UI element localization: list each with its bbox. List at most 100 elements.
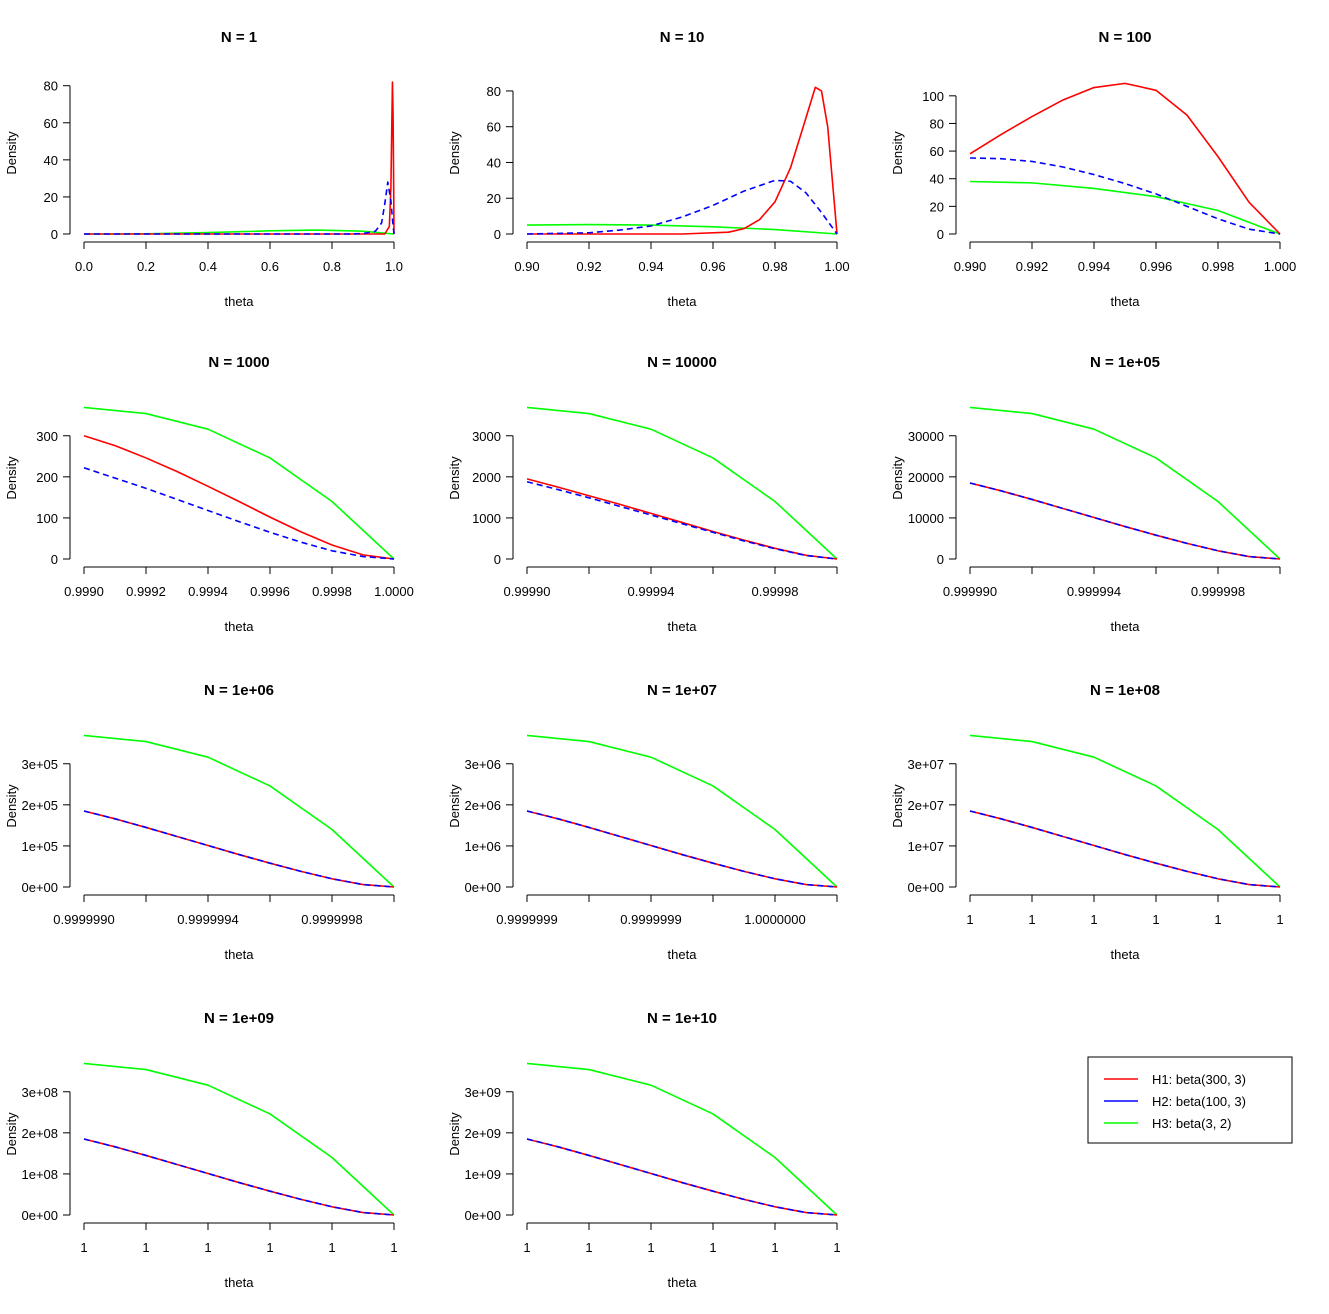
- y-tick-label: 1e+08: [21, 1167, 58, 1182]
- y-axis-label: Density: [4, 456, 19, 500]
- panel-title: N = 10: [660, 29, 705, 46]
- x-tick-label: 0.96: [700, 259, 725, 274]
- panel-7: N = 1e+06 0.9999990 0.9999994 0.9999998 0e+0…: [4, 682, 395, 962]
- y-tick-label: 80: [44, 79, 58, 94]
- series-line-2: [969, 810, 1281, 888]
- y-tick-label: 0: [494, 552, 501, 567]
- y-tick-label: 2e+05: [21, 798, 58, 813]
- panel-title: N = 1e+10: [647, 1010, 717, 1027]
- panel-1: N = 1 0.0 0.2 0.4 0.6 0.8 1.0 0 20 40 60 80 theta Den…: [4, 29, 403, 309]
- x-tick-label: 0.9999999: [620, 912, 681, 927]
- y-axis-label: Density: [447, 456, 462, 500]
- y-tick-label: 3e+08: [21, 1085, 58, 1100]
- y-axis-label: Density: [890, 784, 905, 828]
- y-tick-label: 0e+00: [464, 880, 501, 895]
- panel-11: N = 1e+10 1 1 1 1 1 1 0e+00 1e+09 2e+09 3e+09 theta…: [447, 1010, 841, 1290]
- x-axis-label: theta: [1111, 294, 1141, 309]
- x-axis-label: theta: [668, 294, 698, 309]
- x-tick-label: 1: [709, 1240, 716, 1255]
- y-tick-label: 60: [487, 120, 501, 135]
- y-tick-label: 20000: [908, 470, 944, 485]
- y-tick-label: 40: [930, 172, 944, 187]
- legend-label: H3: beta(3, 2): [1152, 1116, 1232, 1131]
- series-line-2: [83, 467, 395, 560]
- panel-title: N = 1000: [208, 354, 269, 371]
- panel-8: N = 1e+07 0.9999999 0.9999999 1.0000000 0e+0…: [447, 682, 838, 962]
- x-tick-label: 1: [1276, 912, 1283, 927]
- series-line-3: [83, 734, 395, 888]
- x-tick-label: 1.000: [1264, 259, 1297, 274]
- panel-5: N = 10000 0.99990 0.99994 0.99998 0 1000 2000 3…: [447, 354, 838, 634]
- series-line-2: [83, 810, 395, 888]
- series-line-3: [526, 223, 838, 235]
- x-tick-label: 1: [1152, 912, 1159, 927]
- legend-label: H1: beta(300, 3): [1152, 1072, 1246, 1087]
- series-line-1: [84, 81, 395, 235]
- series-line-1: [83, 810, 395, 888]
- x-tick-label: 1: [833, 1240, 840, 1255]
- y-axis-label: Density: [4, 131, 19, 175]
- y-tick-label: 60: [930, 144, 944, 159]
- y-tick-label: 80: [930, 116, 944, 131]
- x-tick-label: 0.9996: [250, 584, 290, 599]
- series-line-1: [526, 1138, 838, 1216]
- y-tick-label: 0: [494, 227, 501, 242]
- y-tick-label: 0e+00: [907, 880, 944, 895]
- panel-2: N = 10 0.90 0.92 0.94 0.96 0.98 1.00 0 20 40 60 80 t…: [447, 29, 850, 309]
- legend-box: [1087, 1056, 1293, 1144]
- y-tick-label: 2e+07: [907, 798, 944, 813]
- y-tick-label: 10000: [908, 511, 944, 526]
- x-tick-label: 0.999994: [1067, 584, 1121, 599]
- x-tick-label: 0.9999994: [177, 912, 238, 927]
- legend-label: H2: beta(100, 3): [1152, 1094, 1246, 1109]
- y-tick-label: 2e+08: [21, 1126, 58, 1141]
- x-tick-label: 0.99998: [752, 584, 799, 599]
- series-line-2: [84, 181, 395, 235]
- x-tick-label: 0.996: [1140, 259, 1173, 274]
- series-line-2: [526, 480, 838, 560]
- x-tick-label: 1: [390, 1240, 397, 1255]
- x-tick-label: 0.94: [638, 259, 663, 274]
- x-tick-label: 0.0: [75, 259, 93, 274]
- series-line-2: [526, 810, 838, 888]
- panel-title: N = 1e+09: [204, 1010, 274, 1027]
- series-line-1: [969, 482, 1281, 560]
- x-tick-label: 0.90: [514, 259, 539, 274]
- y-tick-label: 40: [44, 153, 58, 168]
- y-tick-label: 3e+06: [464, 757, 501, 772]
- y-tick-label: 0: [51, 552, 58, 567]
- x-tick-label: 1: [80, 1240, 87, 1255]
- y-tick-label: 1e+06: [464, 839, 501, 854]
- y-axis-label: Density: [447, 1112, 462, 1156]
- series-line-1: [969, 810, 1281, 888]
- y-tick-label: 60: [44, 116, 58, 131]
- series-line-1: [526, 478, 838, 560]
- series-line-1: [83, 434, 395, 560]
- x-tick-label: 0.98: [762, 259, 787, 274]
- y-tick-label: 1e+07: [907, 839, 944, 854]
- series-line-3: [526, 734, 838, 888]
- x-tick-label: 1: [1028, 912, 1035, 927]
- y-axis-label: Density: [890, 131, 905, 175]
- series-line-1: [969, 82, 1281, 235]
- series-line-3: [83, 1062, 395, 1216]
- series-line-1: [526, 810, 838, 888]
- y-tick-label: 0e+00: [21, 1208, 58, 1223]
- y-tick-label: 300: [36, 429, 58, 444]
- series-line-1: [83, 1138, 395, 1216]
- panel-4: N = 1000 0.9990 0.9992 0.9994 0.9996 0.9998 1.…: [4, 354, 414, 634]
- series-line-2: [969, 482, 1281, 560]
- x-axis-label: theta: [225, 947, 255, 962]
- x-tick-label: 0.9992: [126, 584, 166, 599]
- series-line-3: [526, 1062, 838, 1216]
- panel-title: N = 10000: [647, 354, 717, 371]
- panel-title: N = 100: [1099, 29, 1152, 46]
- y-axis-label: Density: [447, 131, 462, 175]
- y-tick-label: 20: [930, 199, 944, 214]
- series-line-2: [969, 157, 1281, 235]
- y-axis-label: Density: [447, 784, 462, 828]
- panel-3: N = 100 0.990 0.992 0.994 0.996 0.998 1.000 0 20…: [890, 29, 1296, 309]
- x-axis-label: theta: [668, 947, 698, 962]
- series-line-2: [83, 1138, 395, 1216]
